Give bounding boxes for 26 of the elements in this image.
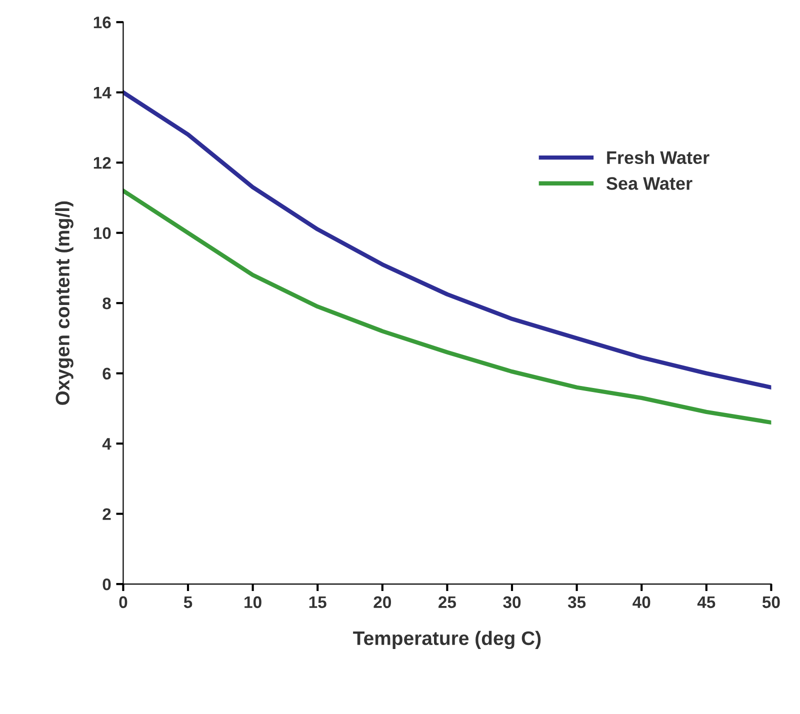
- y-tick-label: 8: [102, 297, 111, 310]
- legend-label: Fresh Water: [607, 150, 710, 164]
- y-tick-label: 2: [102, 508, 111, 520]
- y-axis-title: Oxygen content (mg/l): [55, 201, 74, 405]
- x-tick-label: 40: [632, 596, 650, 608]
- x-tick-label: 10: [244, 596, 262, 608]
- x-tick-label: 5: [184, 596, 192, 608]
- y-tick-label: 12: [94, 157, 111, 169]
- y-tick-label: 0: [102, 578, 111, 590]
- y-tick-label: 4: [102, 438, 112, 450]
- x-tick-label: 30: [503, 596, 521, 608]
- x-tick-label: 25: [438, 596, 456, 608]
- x-tick-label: 35: [568, 596, 586, 608]
- line-series: [123, 188, 772, 425]
- y-tick-label: 16: [94, 16, 111, 28]
- line-series: [123, 90, 772, 390]
- x-axis-title: Temperature (deg C): [353, 630, 541, 650]
- x-tick-label: 0: [119, 596, 128, 608]
- y-tick-label: 6: [102, 368, 111, 380]
- x-tick-label: 20: [374, 596, 391, 608]
- x-tick-label: 45: [697, 596, 716, 608]
- x-tick-label: 50: [762, 596, 780, 608]
- legend-label: Sea Water: [606, 177, 692, 190]
- x-tick-label: 15: [309, 596, 326, 608]
- y-tick-label: 14: [94, 86, 112, 98]
- y-tick-label: 10: [94, 227, 111, 240]
